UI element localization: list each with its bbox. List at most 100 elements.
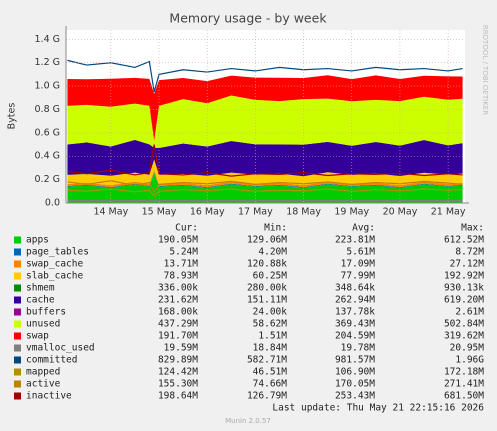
legend-label: active <box>26 379 61 390</box>
line <box>67 180 463 194</box>
stat-value: 17.09M <box>341 259 376 270</box>
plot <box>67 59 463 203</box>
stat-header: Min: <box>264 223 287 234</box>
legend-label: shmem <box>26 283 55 294</box>
legend-swatch <box>14 380 21 388</box>
x-tick-label: 14 May <box>93 207 128 218</box>
y-tick-label: 0.4 G <box>35 151 61 162</box>
stat-value: 681.50M <box>444 391 484 402</box>
legend-swatch <box>14 332 21 340</box>
y-tick-label: 1.2 G <box>35 57 61 68</box>
stat-value: 981.57M <box>335 355 375 366</box>
stat-value: 8.72M <box>455 247 484 258</box>
y-tick-label: 0.0 <box>45 198 60 209</box>
stat-value: 20.95M <box>450 343 485 354</box>
legend-label: page_tables <box>26 247 89 258</box>
x-tick-label: 19 May <box>334 207 369 218</box>
stat-value: 190.05M <box>158 235 198 246</box>
legend-swatch <box>14 260 21 268</box>
stat-value: 262.94M <box>335 295 375 306</box>
stat-value: 5.61M <box>346 247 375 258</box>
x-tick-label: 18 May <box>286 207 321 218</box>
stat-value: 120.88k <box>247 259 287 270</box>
stat-value: 231.62M <box>158 295 198 306</box>
stat-value: 27.12M <box>450 259 485 270</box>
stat-value: 129.06M <box>247 235 287 246</box>
stat-value: 5.24M <box>169 247 198 258</box>
legend-swatch <box>14 344 21 352</box>
stat-value: 19.59M <box>164 343 199 354</box>
legend-swatch <box>14 236 21 244</box>
stat-value: 46.51M <box>253 367 288 378</box>
y-tick-label: 1.0 G <box>35 81 61 92</box>
stat-value: 502.84M <box>444 319 484 330</box>
legend-swatch <box>14 320 21 328</box>
stat-value: 1.51M <box>258 331 287 342</box>
y-tick-label: 0.8 G <box>35 104 61 115</box>
stat-value: 253.43M <box>335 391 375 402</box>
stat-value: 172.18M <box>444 367 484 378</box>
line <box>67 59 463 93</box>
stat-value: 126.79M <box>247 391 287 402</box>
stat-value: 77.99M <box>341 271 376 282</box>
stat-value: 137.78k <box>335 307 375 318</box>
stat-value: 192.92M <box>444 271 484 282</box>
area <box>67 95 463 148</box>
line <box>67 188 463 197</box>
y-axis-label: Bytes <box>7 103 18 130</box>
x-tick-label: 17 May <box>238 207 273 218</box>
area <box>67 139 463 177</box>
stat-value: 13.71M <box>164 259 199 270</box>
legend-label: committed <box>26 355 77 366</box>
stat-value: 168.00k <box>158 307 198 318</box>
stat-value: 319.62M <box>444 331 484 342</box>
stat-value: 155.30M <box>158 379 198 390</box>
legend-label: swap <box>26 331 49 342</box>
stat-header: Avg: <box>352 223 375 234</box>
area <box>67 75 463 141</box>
last-update: Last update: Thu May 21 22:15:16 2026 <box>272 403 484 414</box>
legend-label: slab_cache <box>26 271 83 282</box>
stat-value: 369.43M <box>335 319 375 330</box>
stat-value: 582.71M <box>247 355 287 366</box>
stat-value: 198.64M <box>158 391 198 402</box>
legend-swatch <box>14 308 21 316</box>
x-tick-label: 15 May <box>142 207 177 218</box>
stat-value: 930.13k <box>444 283 484 294</box>
stat-value: 619.20M <box>444 295 484 306</box>
stat-value: 78.93M <box>164 271 199 282</box>
stat-value: 170.05M <box>335 379 375 390</box>
x-tick-label: 20 May <box>383 207 418 218</box>
stat-value: 280.00k <box>247 283 287 294</box>
legend-label: unused <box>26 319 60 330</box>
y-tick-label: 0.6 G <box>35 127 61 138</box>
legend-label: vmalloc_used <box>26 343 95 354</box>
stat-value: 106.90M <box>335 367 375 378</box>
stat-value: 1.96G <box>455 355 484 366</box>
stat-value: 19.78M <box>341 343 376 354</box>
legend-swatch <box>14 356 21 364</box>
stat-value: 124.42M <box>158 367 198 378</box>
legend-label: apps <box>26 235 49 246</box>
stat-value: 4.20M <box>258 247 287 258</box>
legend-swatch <box>14 368 21 376</box>
stat-value: 829.89M <box>158 355 198 366</box>
stat-value: 223.81M <box>335 235 375 246</box>
line <box>67 144 463 177</box>
stat-value: 204.59M <box>335 331 375 342</box>
legend-label: buffers <box>26 307 66 318</box>
stat-value: 271.41M <box>444 379 484 390</box>
stat-value: 2.61M <box>455 307 484 318</box>
stat-header: Cur: <box>175 223 198 234</box>
area <box>67 172 463 203</box>
x-tick-label: 21 May <box>431 207 466 218</box>
x-tick-label: 16 May <box>190 207 225 218</box>
area <box>67 159 463 186</box>
stat-value: 437.29M <box>158 319 198 330</box>
side-note: RRDTOOL / TOBI OETIKER <box>481 25 489 115</box>
legend-label: swap_cache <box>26 259 83 270</box>
legend-swatch <box>14 248 21 256</box>
stat-value: 336.00k <box>158 283 198 294</box>
stat-value: 151.11M <box>247 295 287 306</box>
